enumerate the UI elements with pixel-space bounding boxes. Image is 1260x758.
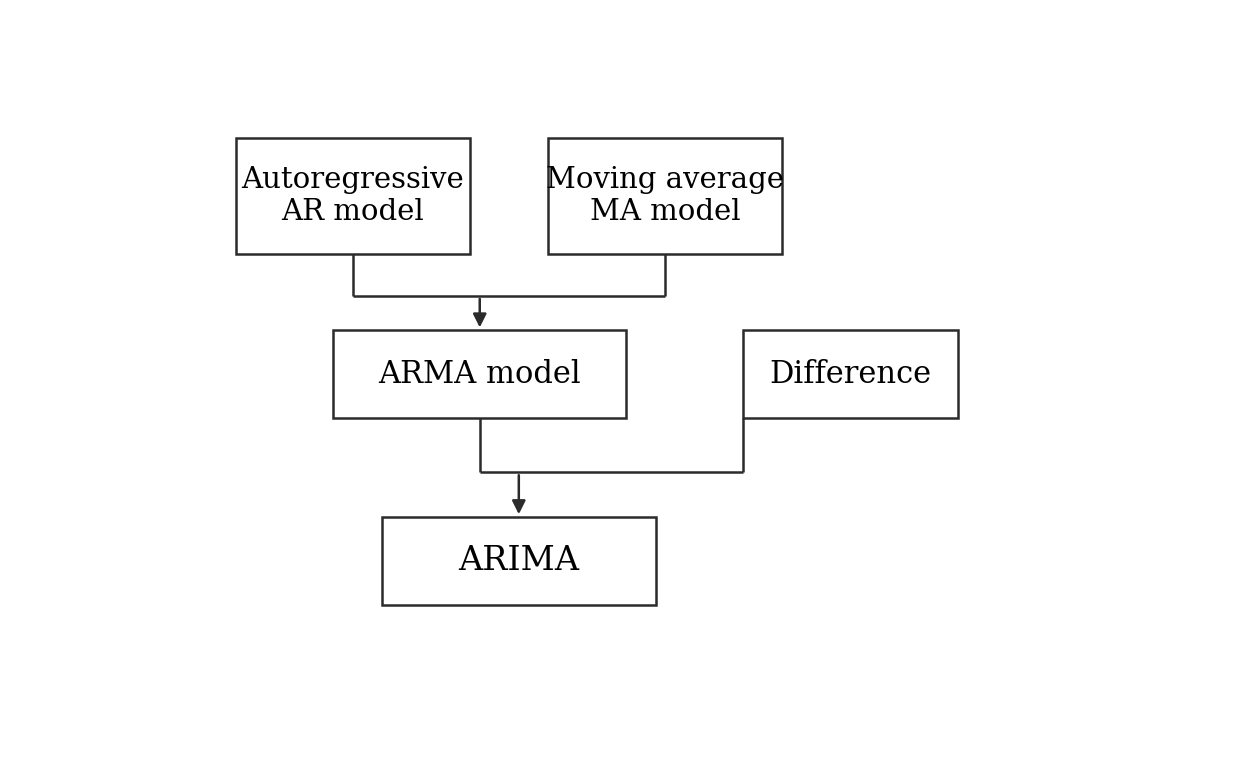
Text: ARMA model: ARMA model <box>378 359 581 390</box>
FancyBboxPatch shape <box>548 138 782 255</box>
Text: ARIMA: ARIMA <box>459 545 580 577</box>
Text: Moving average
MA model: Moving average MA model <box>547 166 784 226</box>
FancyBboxPatch shape <box>236 138 470 255</box>
FancyBboxPatch shape <box>333 330 626 418</box>
Text: Difference: Difference <box>770 359 932 390</box>
Text: Autoregressive
AR model: Autoregressive AR model <box>242 166 464 226</box>
FancyBboxPatch shape <box>382 517 655 605</box>
FancyBboxPatch shape <box>743 330 958 418</box>
